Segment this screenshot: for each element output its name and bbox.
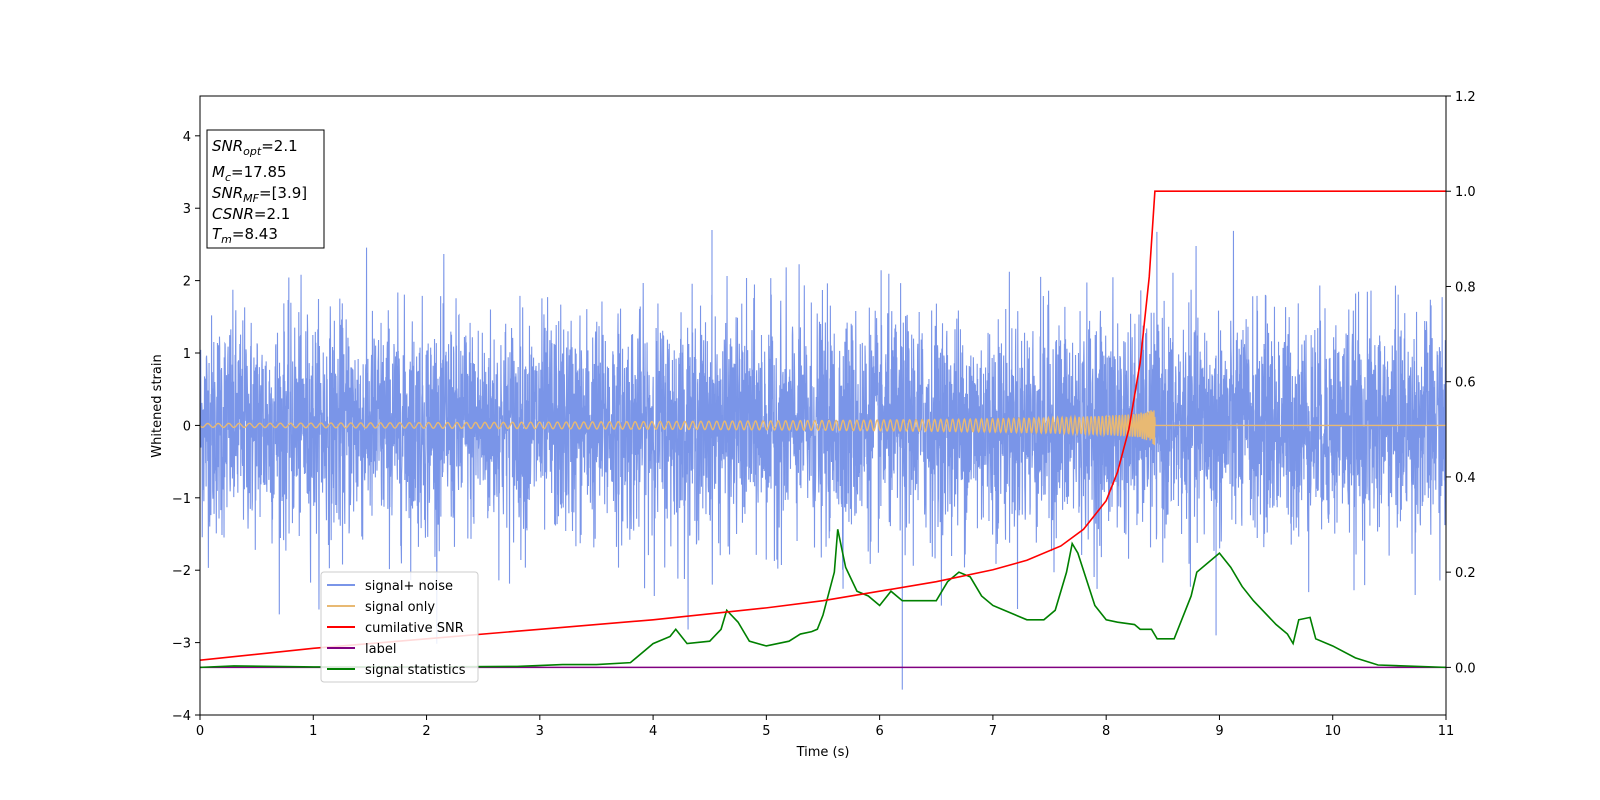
x-tick-label: 7 <box>989 724 997 739</box>
y-tick-label-left: −3 <box>172 637 191 652</box>
y-tick-label-right: 0.6 <box>1455 376 1476 391</box>
annotation-line: SNRMF=[3.9] <box>212 184 307 205</box>
annotation-symbol: SNR <box>212 137 243 155</box>
series-signal-statistics <box>200 529 1446 669</box>
legend-entry: label <box>365 642 396 657</box>
axes-frame <box>199 95 1447 716</box>
x-tick-label: 9 <box>1215 724 1223 739</box>
annotation-subscript: MF <box>243 192 259 205</box>
annotation-line: SNRopt=2.1 <box>212 137 298 158</box>
annotation-line: CSNR=2.1 <box>212 205 290 223</box>
legend-entry: signal only <box>365 600 435 615</box>
y-axis-right: 0.0 0.2 0.4 0.6 0.8 1.0 1.2 <box>1446 90 1476 676</box>
annotation-value: =8.43 <box>232 225 278 243</box>
x-tick-label: 10 <box>1324 724 1341 739</box>
annotation-value: =2.1 <box>261 137 297 155</box>
x-tick-label: 2 <box>422 724 430 739</box>
x-axis-label: Time (s) <box>796 745 850 760</box>
annotation-symbol: T <box>212 225 223 243</box>
annotation-subscript: c <box>225 171 231 184</box>
annotation-box: SNRopt=2.1Mc=17.85SNRMF=[3.9]CSNR=2.1Tm=… <box>206 129 325 249</box>
annotation-symbol: SNR <box>212 184 243 202</box>
y-tick-label-right: 0.4 <box>1455 471 1476 486</box>
series-signal-noise <box>200 229 1446 690</box>
y-tick-label-left: 4 <box>183 130 191 145</box>
y-tick-label-right: 1.0 <box>1455 185 1476 200</box>
y-tick-label-left: 2 <box>183 275 191 290</box>
y-tick-label-right: 0.2 <box>1455 566 1476 581</box>
y-tick-label-right: 0.0 <box>1455 661 1476 676</box>
x-axis: 0 1 2 3 4 5 6 7 8 9 10 11 <box>196 715 1454 739</box>
y-tick-label-left: 0 <box>183 419 191 434</box>
annotation-value: =[3.9] <box>259 184 307 202</box>
annotation-value: =17.85 <box>231 163 287 181</box>
legend-entry: signal statistics <box>365 663 466 678</box>
annotation-subscript: opt <box>243 145 262 158</box>
y-tick-label-right: 0.8 <box>1455 280 1476 295</box>
y-axis-label: Whitened strain <box>150 354 165 457</box>
legend-entry: cumilative SNR <box>365 621 464 636</box>
x-tick-label: 1 <box>309 724 317 739</box>
y-tick-label-right: 1.2 <box>1455 90 1476 105</box>
legend-entry: signal+ noise <box>365 579 453 594</box>
x-tick-label: 4 <box>649 724 657 739</box>
series-cumilative-snr <box>200 190 1446 662</box>
y-tick-label-left: −4 <box>172 709 191 724</box>
y-tick-label-left: 1 <box>183 347 191 362</box>
y-tick-label-left: 3 <box>183 202 191 217</box>
x-tick-label: 8 <box>1102 724 1110 739</box>
annotation-subscript: m <box>221 233 232 246</box>
y-tick-label-left: −2 <box>172 564 191 579</box>
y-tick-label-left: −1 <box>172 492 191 507</box>
legend-frame <box>320 571 479 683</box>
legend: signal+ noise signal only cumilative SNR la… <box>320 571 479 683</box>
annotation-line: Mc=17.85 <box>212 163 287 184</box>
x-tick-label: 3 <box>536 724 544 739</box>
annotation-line: Tm=8.43 <box>212 225 278 246</box>
x-tick-label: 5 <box>762 724 770 739</box>
series-signal-only <box>200 410 1446 446</box>
annotation-frame <box>206 129 325 249</box>
annotation-value: =2.1 <box>254 205 290 223</box>
annotation-symbol: M <box>212 163 225 181</box>
x-tick-label: 0 <box>196 724 204 739</box>
annotation-symbol: CSNR <box>212 205 254 223</box>
y-axis-left: −4 −3 −2 −1 0 1 2 3 4 <box>172 130 200 724</box>
x-tick-label: 11 <box>1438 724 1455 739</box>
x-tick-label: 6 <box>875 724 883 739</box>
